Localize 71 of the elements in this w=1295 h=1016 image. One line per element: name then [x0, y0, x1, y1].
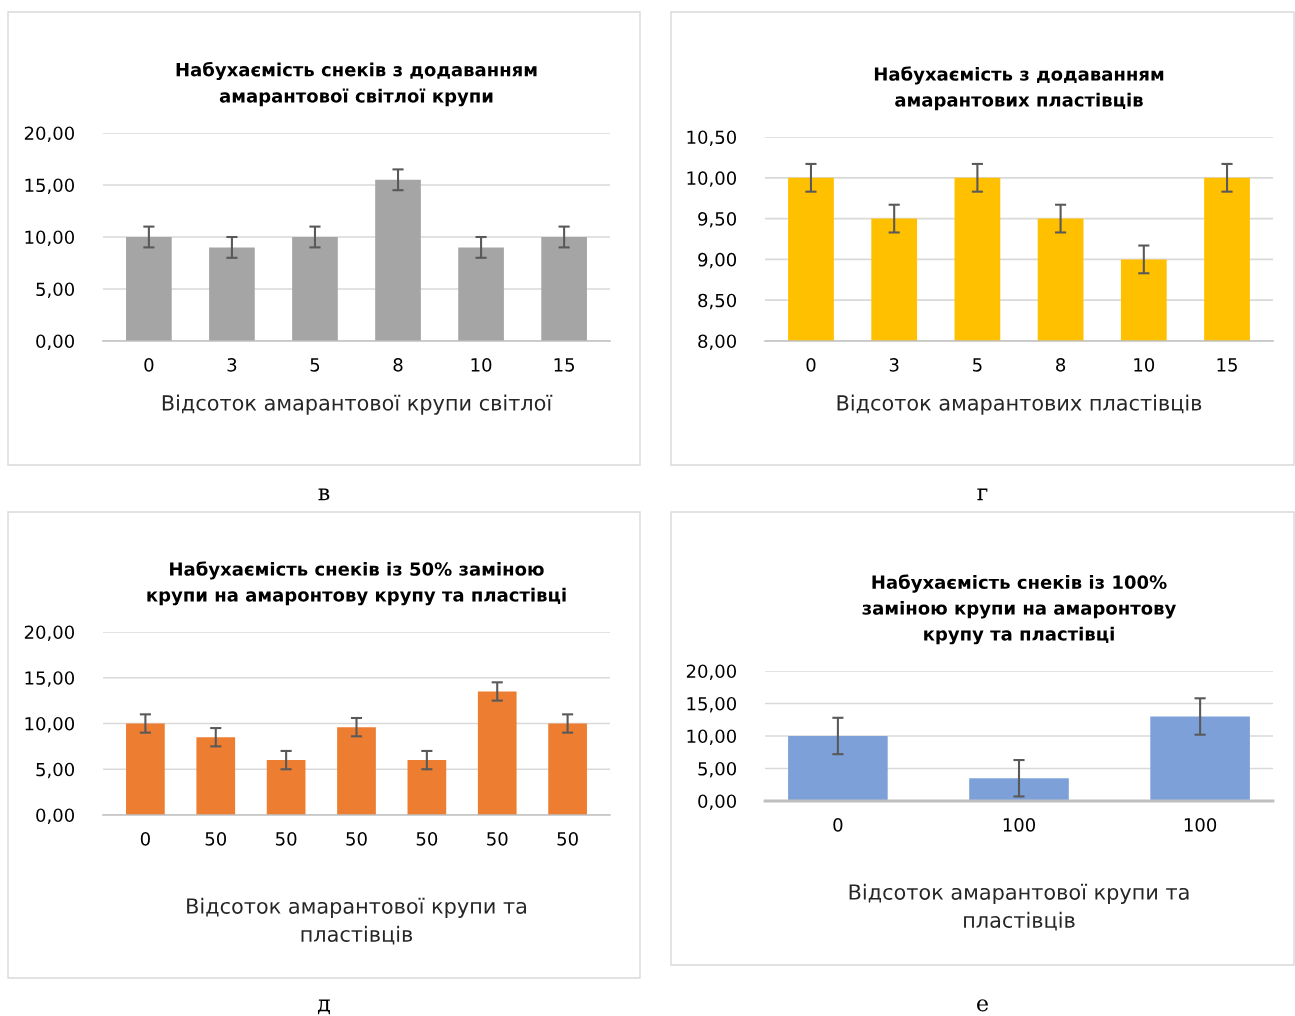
x-axis-title: Відсоток амарантової крупи та пластівців — [849, 883, 1189, 931]
bar — [548, 723, 587, 815]
y-tick-label: 15,00 — [25, 178, 75, 194]
x-tick-label: 50 — [346, 831, 367, 846]
y-tick-label: 8,50 — [698, 293, 737, 310]
bar — [375, 179, 421, 341]
y-tick-label: 10,50 — [687, 130, 737, 146]
y-tick-label: 20,00 — [24, 625, 75, 641]
x-tick-label: 3 — [889, 357, 899, 372]
y-tick-label: 15,00 — [687, 696, 737, 713]
bar — [1150, 716, 1250, 801]
text: в — [318, 488, 330, 501]
y-tick-label: 10,00 — [687, 729, 737, 745]
x-tick-label: 0 — [144, 357, 154, 372]
text: д — [317, 999, 330, 1015]
x-tick-label: 5 — [973, 358, 982, 372]
bar — [788, 736, 888, 801]
x-tick-label: 10 — [1134, 357, 1155, 372]
x-tick-label: 50 — [557, 831, 578, 846]
x-tick-label: 100 — [1184, 817, 1217, 832]
x-tick-label: 10 — [471, 357, 492, 372]
bar — [126, 237, 172, 341]
x-tick-label: 50 — [487, 831, 508, 846]
bar — [292, 237, 338, 341]
x-axis-title: Відсоток амарантової крупи світлої — [162, 394, 553, 415]
x-axis-title: Відсоток амарантової крупи та пластівців — [187, 897, 526, 945]
chart-title: Набухаємість з додаванням амарантових пластівців — [874, 66, 1164, 111]
x-tick-label: 0 — [806, 357, 816, 372]
chart-title: Набухаємість снеків із 100% заміною крупи на амаронтову крупу та пластівці — [862, 574, 1176, 645]
x-tick-label: 5 — [310, 358, 320, 372]
bar — [209, 247, 255, 341]
bar — [337, 727, 376, 815]
x-tick-label: 50 — [276, 831, 297, 846]
bar — [407, 760, 447, 815]
y-tick-label: 20,00 — [686, 664, 737, 680]
chart-title: Набухаємість снеків з додаванням амарантової світлої крупи — [176, 61, 537, 107]
x-tick-label: 15 — [1217, 358, 1237, 372]
text: г — [977, 488, 988, 501]
x-tick-label: 0 — [833, 817, 843, 832]
chart-title: Набухаємість снеків із 50% заміною крупи на амаронтову крупу та пластівці — [147, 561, 566, 606]
bar — [126, 723, 165, 815]
bar — [458, 247, 504, 341]
y-tick-label: 5,00 — [36, 762, 75, 779]
y-tick-label: 0,00 — [698, 794, 737, 810]
x-tick-label: 0 — [140, 831, 150, 846]
bar — [477, 691, 517, 815]
x-tick-label: 8 — [1056, 357, 1066, 372]
x-tick-label: 8 — [393, 357, 403, 372]
y-tick-label: 5,00 — [698, 761, 737, 778]
y-tick-label: 20,00 — [24, 126, 75, 142]
x-tick-label: 50 — [416, 831, 438, 846]
x-axis-title: Відсоток амарантових пластівців — [837, 394, 1202, 415]
x-tick-label: 50 — [205, 831, 227, 846]
y-tick-label: 0,00 — [36, 808, 75, 824]
x-tick-label: 3 — [227, 357, 237, 372]
y-tick-label: 8,00 — [698, 334, 737, 350]
x-tick-label: 100 — [1003, 817, 1036, 832]
x-tick-label: 15 — [554, 358, 575, 372]
y-tick-label: 10,00 — [25, 230, 75, 246]
y-tick-label: 15,00 — [25, 671, 75, 687]
y-tick-label: 0,00 — [36, 334, 75, 350]
y-tick-label: 10,00 — [687, 171, 737, 187]
text: е — [977, 999, 988, 1012]
bar — [266, 760, 306, 815]
y-tick-label: 5,00 — [36, 282, 75, 298]
y-tick-label: 9,00 — [698, 252, 737, 269]
y-tick-label: 9,50 — [698, 212, 737, 228]
bar — [969, 778, 1069, 801]
bar — [541, 237, 587, 341]
bar — [196, 737, 236, 815]
y-tick-label: 10,00 — [25, 716, 75, 733]
